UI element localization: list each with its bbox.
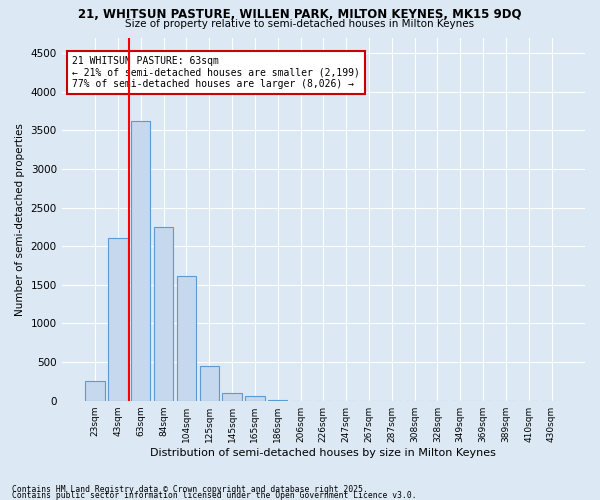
Text: Size of property relative to semi-detached houses in Milton Keynes: Size of property relative to semi-detach…: [125, 19, 475, 29]
Text: Contains public sector information licensed under the Open Government Licence v3: Contains public sector information licen…: [12, 491, 416, 500]
Bar: [108, 238, 128, 400]
Text: Contains HM Land Registry data © Crown copyright and database right 2025.: Contains HM Land Registry data © Crown c…: [12, 485, 368, 494]
Bar: [223, 393, 242, 400]
Bar: [177, 276, 196, 400]
X-axis label: Distribution of semi-detached houses by size in Milton Keynes: Distribution of semi-detached houses by …: [151, 448, 496, 458]
Bar: [200, 366, 219, 400]
Bar: [245, 396, 265, 400]
Y-axis label: Number of semi-detached properties: Number of semi-detached properties: [15, 122, 25, 316]
Bar: [85, 382, 105, 400]
Text: 21, WHITSUN PASTURE, WILLEN PARK, MILTON KEYNES, MK15 9DQ: 21, WHITSUN PASTURE, WILLEN PARK, MILTON…: [78, 8, 522, 20]
Bar: [154, 227, 173, 400]
Text: 21 WHITSUN PASTURE: 63sqm
← 21% of semi-detached houses are smaller (2,199)
77% : 21 WHITSUN PASTURE: 63sqm ← 21% of semi-…: [72, 56, 360, 89]
Bar: [131, 121, 151, 400]
